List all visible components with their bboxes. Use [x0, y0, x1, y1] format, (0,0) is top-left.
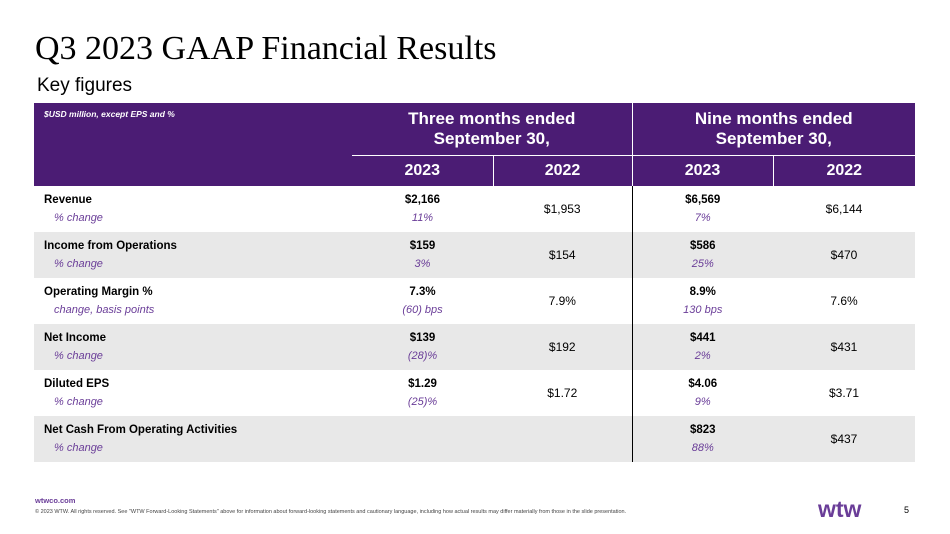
row-label-cell: Operating Margin % change, basis points: [34, 278, 352, 324]
nine-months-2023-value: $441: [689, 331, 716, 344]
footer-disclaimer: © 2023 WTW. All rights reserved. See "WT…: [35, 509, 627, 515]
three-months-label: Three months ended September 30,: [408, 108, 576, 148]
three-months-2022-value: $1,953: [493, 185, 633, 232]
year-header-nine-2022: 2022: [773, 154, 915, 186]
table-row: Operating Margin % change, basis points 7.…: [34, 277, 915, 324]
row-label: Net Cash From Operating Activities: [44, 423, 238, 436]
nine-months-label: Nine months ended September 30,: [694, 108, 853, 148]
row-sub-label: change, basis points: [54, 303, 155, 316]
year-header-nine-2023: 2023: [632, 154, 774, 186]
three-months-2022-value: $192: [493, 323, 633, 370]
three-months-change: (25)%: [407, 395, 438, 408]
page-title: Q3 2023 GAAP Financial Results: [35, 30, 497, 67]
nine-months-2023-value: $823: [689, 423, 716, 436]
row-label: Net Income: [44, 331, 106, 344]
three-months-2022-value: [493, 415, 633, 462]
year-header-three-2022: 2022: [493, 154, 633, 186]
wtw-logo: wtw: [818, 498, 862, 522]
unit-note: $USD million, except EPS and %: [44, 109, 175, 119]
nine-months-2023-cell: 8.9% 130 bps: [632, 278, 773, 324]
nine-months-2023-value: $4.06: [688, 377, 718, 390]
table-row: Net Cash From Operating Activities % chan…: [34, 415, 915, 462]
nine-months-header: Nine months ended September 30,: [632, 103, 915, 155]
row-sub-label: % change: [54, 441, 103, 454]
three-months-2023-cell: 7.3% (60) bps: [352, 278, 493, 324]
nine-months-2022-value: $431: [773, 323, 915, 370]
row-label: Income from Operations: [44, 239, 177, 252]
three-months-2023-value: $139: [409, 331, 436, 344]
three-months-2023-value: $2,166: [404, 193, 441, 206]
three-months-2023-cell: $159 3%: [352, 231, 493, 278]
three-months-header: Three months ended September 30,: [352, 103, 633, 155]
table-row: Revenue% change $2,166 11% $1,953 $6,569 7% $6…: [34, 185, 915, 232]
table-row: Diluted EPS % change $1.29 (25)% $1.72 $4.06 9…: [34, 369, 915, 416]
row-sub-label: % change: [54, 211, 103, 224]
nine-months-2023-cell: $441 2%: [632, 323, 773, 370]
nine-months-2022-value: $470: [773, 231, 915, 278]
row-label-cell: Diluted EPS % change: [34, 370, 352, 416]
nine-months-change: 7%: [694, 211, 711, 224]
three-months-2022-value: $154: [493, 231, 633, 278]
three-months-change: (60) bps: [402, 303, 443, 316]
nine-months-change: 2%: [694, 349, 711, 362]
three-months-2023-value: $1.29: [408, 377, 437, 390]
nine-months-2023-cell: $4.06 9%: [632, 370, 773, 416]
three-months-2022-value: $1.72: [493, 369, 633, 416]
key-figures-table: $USD million, except EPS and % Three mon…: [34, 103, 915, 462]
row-sub-label: % change: [54, 257, 103, 270]
row-sub-label: % change: [54, 349, 103, 362]
row-sub-label: % change: [54, 395, 103, 408]
row-label: Revenue: [44, 193, 92, 206]
nine-months-change: 25%: [691, 257, 714, 270]
row-label: Diluted EPS: [44, 377, 110, 390]
nine-months-change: 88%: [691, 441, 714, 454]
nine-months-2023-cell: $586 25%: [632, 231, 773, 278]
three-months-2023-cell: $2,166 11%: [352, 186, 493, 232]
nine-months-2023-value: $6,569: [685, 193, 721, 206]
row-label-cell: Net Cash From Operating Activities % chan…: [34, 415, 352, 462]
row-label-cell: Income from Operations % change: [34, 231, 352, 278]
three-months-2023-cell: [352, 415, 493, 462]
page-subtitle: Key figures: [37, 75, 133, 96]
row-label-cell: Revenue % change: [34, 186, 352, 232]
nine-months-2023-value: $586: [689, 239, 716, 252]
three-months-2022-value: 7.9%: [493, 277, 633, 324]
nine-months-2022-value: $6,144: [825, 201, 863, 216]
three-months-change: (28)%: [407, 349, 438, 362]
three-months-2023-value: $159: [409, 239, 436, 252]
table-row: Income from Operations % change $159 3% $154…: [34, 231, 915, 278]
year-header-three-2023: 2023: [352, 154, 494, 186]
nine-months-2023-value: 8.9%: [689, 285, 716, 298]
row-label: Operating Margin %: [44, 285, 153, 298]
nine-months-2022-value: 7.6%: [830, 293, 858, 308]
page-number: 5: [904, 505, 910, 515]
three-months-change: 11%: [411, 211, 434, 224]
three-months-2023-value: 7.3%: [409, 285, 436, 298]
footer-url[interactable]: wtwco.com: [35, 496, 76, 505]
three-months-change: 3%: [414, 257, 431, 270]
table-row: Net Income % change $139 (28)% $192 $441 2% $43…: [34, 323, 915, 370]
nine-months-change: 130 bps: [683, 303, 723, 316]
nine-months-2022-value: $437: [773, 415, 915, 462]
wtw-logo-text: wtw: [818, 498, 862, 522]
row-label-cell: Net Income % change: [34, 323, 352, 370]
nine-months-2023-cell: $823 88%: [632, 415, 773, 462]
three-months-2023-cell: $1.29 (25)%: [352, 370, 493, 416]
nine-months-change: 9%: [694, 395, 711, 408]
nine-months-2023-cell: $6,569 7%: [632, 186, 773, 232]
three-months-2023-cell: $139 (28)%: [352, 323, 493, 370]
nine-months-2022-value: $3.71: [828, 385, 860, 400]
